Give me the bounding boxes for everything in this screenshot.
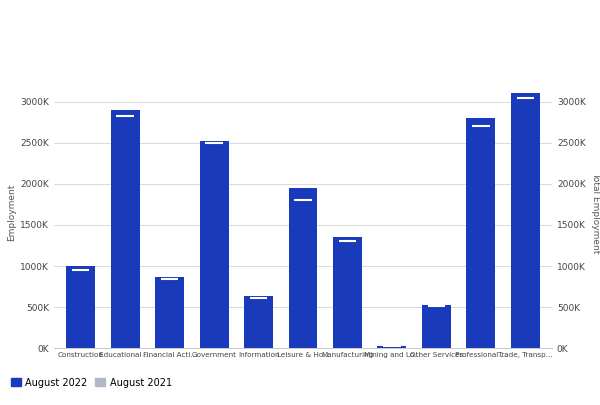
Bar [333, 237, 362, 348]
Bar [289, 188, 317, 348]
Y-axis label: Employment: Employment [7, 184, 16, 241]
Text: California Employment Report, UCR Center for Economic Forecasting: California Employment Report, UCR Center… [9, 43, 299, 52]
Bar [200, 141, 229, 348]
Bar [244, 296, 273, 348]
Bar [466, 118, 496, 348]
Bar [377, 346, 406, 348]
Y-axis label: Total Employment: Total Employment [591, 172, 600, 253]
Text: Seasonally Adjusted Employment By Industry: Seasonally Adjusted Employment By Indust… [9, 14, 350, 27]
Bar [110, 110, 140, 348]
Bar [66, 266, 95, 348]
Bar [422, 305, 451, 348]
Bar [155, 277, 184, 348]
Legend: August 2022, August 2021: August 2022, August 2021 [11, 378, 172, 388]
Bar [511, 94, 540, 348]
